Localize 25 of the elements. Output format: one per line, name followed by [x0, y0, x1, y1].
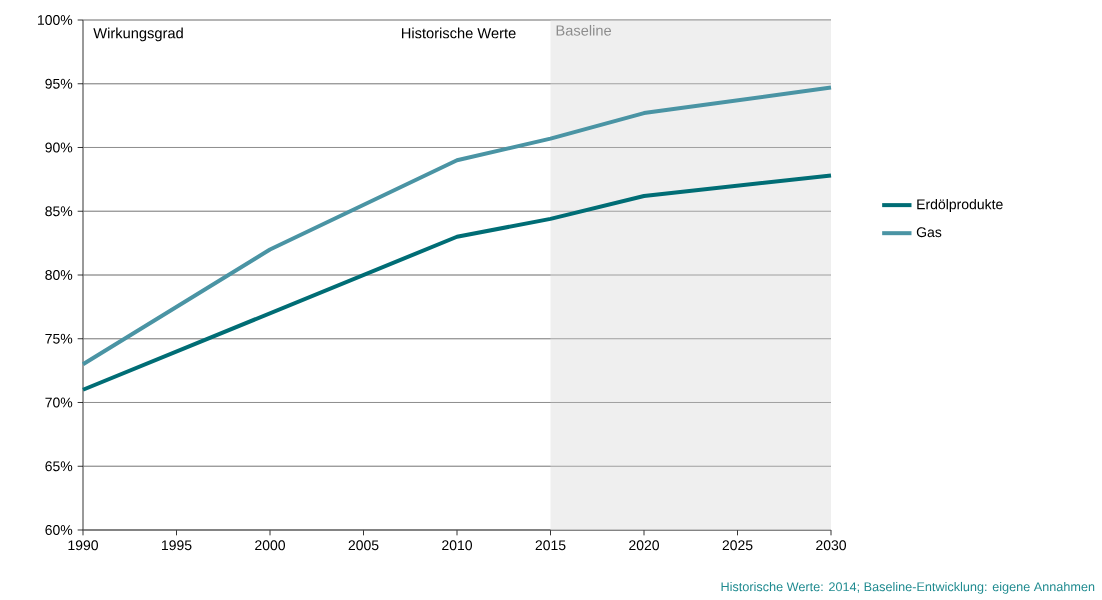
legend-label: Gas	[916, 227, 942, 238]
x-tick-label: 2005	[348, 540, 379, 551]
line-series	[81, 85, 834, 367]
y-tick-label: 100%	[38, 15, 73, 25]
y-tick-label: 95%	[45, 78, 73, 89]
annotation: Historische Werte	[401, 27, 516, 39]
x-tick-label: 2030	[816, 540, 847, 551]
y-tick-label: 65%	[45, 461, 73, 472]
y-tick-label: 60%	[45, 525, 73, 535]
x-tick-label: 2000	[255, 540, 286, 551]
x-tick-label: 2010	[442, 540, 473, 551]
y-tick-label: 70%	[45, 397, 73, 408]
y-tick-label: 90%	[45, 142, 73, 153]
x-tick-label: 2025	[722, 540, 753, 551]
band-label: Baseline	[556, 24, 612, 36]
text: Historische Werte: 2014; Baseline-Entwicklung: eigene Annahmen	[721, 581, 1095, 594]
y-tick-label: 75%	[45, 333, 73, 344]
x-tick-label: 2015	[535, 540, 566, 551]
x-tick-label: 1990	[68, 540, 99, 551]
y-axis-title: Wirkungsgrad	[93, 27, 183, 42]
y-tick-label: 85%	[45, 206, 73, 217]
x-tick-label: 2020	[629, 540, 660, 551]
y-tick-label: 80%	[45, 270, 73, 280]
x-tick-label: 1995	[162, 540, 192, 551]
legend-label: Erdölprodukte	[917, 199, 1003, 213]
